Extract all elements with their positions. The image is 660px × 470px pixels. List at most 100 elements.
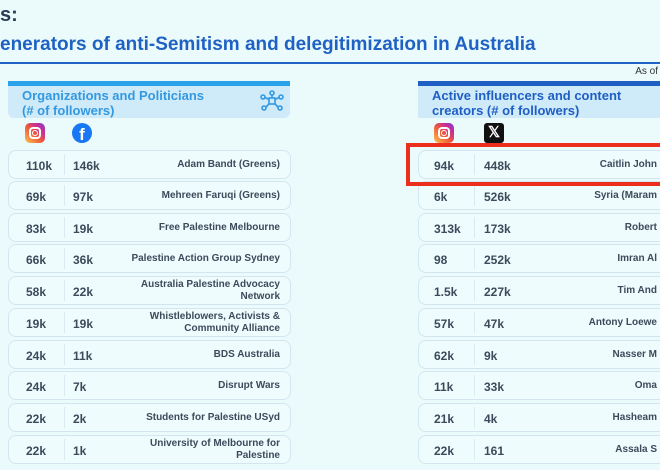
instagram-followers: 24k	[26, 380, 47, 394]
column-divider	[474, 248, 475, 269]
as-of-note: As of	[635, 66, 658, 77]
account-name: Whistleblowers, Activists & Community Al…	[149, 310, 280, 334]
facebook-followers: 19k	[73, 222, 94, 236]
influencer-row: 1.5k 227k Tim And	[418, 276, 660, 305]
account-name: Students for Palestine USyd	[146, 411, 280, 423]
influencer-row: 57k 47k Antony Loewe	[418, 308, 660, 337]
account-name: Tim And	[617, 284, 657, 296]
x-followers: 33k	[484, 380, 505, 394]
organization-row: 66k 36k Palestine Action Group Sydney	[8, 244, 291, 273]
column-divider	[64, 407, 65, 428]
column-divider	[64, 185, 65, 206]
account-name: Palestine Action Group Sydney	[131, 252, 280, 264]
facebook-followers: 11k	[73, 349, 93, 363]
account-name: Robert	[624, 221, 657, 233]
organization-row: 24k 11k BDS Australia	[8, 340, 291, 369]
instagram-followers: 94k	[434, 159, 455, 173]
organization-row: 19k 19k Whistleblowers, Activists & Commun…	[8, 308, 291, 337]
column-divider	[474, 407, 475, 428]
instagram-followers: 66k	[26, 253, 47, 267]
account-name: Syria (Maram	[594, 189, 657, 201]
organization-row: 22k 1k University of Melbourne for Palesti…	[8, 435, 291, 464]
column-divider	[474, 217, 475, 238]
organizations-title: Organizations and Politicians (# of follo…	[22, 88, 204, 118]
facebook-followers: 19k	[73, 317, 94, 331]
x-followers: 4k	[484, 412, 498, 426]
influencer-row: 98 252k Imran Al	[418, 244, 660, 273]
account-name: Australia Palestine Advocacy Network	[140, 278, 280, 302]
facebook-icon: f	[72, 123, 92, 143]
organizations-header: Organizations and Politicians (# of follo…	[8, 81, 290, 118]
column-divider	[64, 312, 65, 333]
column-divider	[64, 439, 65, 460]
column-divider	[474, 312, 475, 333]
account-name: Assala S	[615, 443, 657, 455]
column-divider	[64, 375, 65, 396]
x-icon: 𝕏	[484, 123, 504, 143]
facebook-followers: 7k	[73, 380, 87, 394]
influencer-row: 313k 173k Robert	[418, 213, 660, 242]
facebook-followers: 36k	[73, 253, 94, 267]
influencer-row: 62k 9k Nasser M	[418, 340, 660, 369]
organization-row: 69k 97k Mehreen Faruqi (Greens)	[8, 181, 291, 210]
influencers-title: Active influencers and content creators (…	[432, 88, 621, 118]
instagram-followers: 62k	[434, 349, 455, 363]
header-accent-bar	[418, 81, 660, 86]
column-divider	[474, 154, 475, 175]
column-divider	[474, 439, 475, 460]
title-line: Organizations and Politicians	[22, 88, 205, 103]
title-line: Active influencers and content	[432, 88, 622, 103]
column-divider	[474, 344, 475, 365]
instagram-followers: 11k	[434, 380, 454, 394]
column-divider	[474, 280, 475, 301]
instagram-followers: 22k	[26, 412, 47, 426]
account-name: Free Palestine Melbourne	[158, 221, 280, 233]
column-divider	[474, 375, 475, 396]
organization-row: 22k 2k Students for Palestine USyd	[8, 403, 291, 432]
instagram-followers: 6k	[434, 190, 448, 204]
account-name: Adam Bandt (Greens)	[177, 158, 280, 170]
instagram-followers: 98	[434, 253, 448, 267]
account-name: BDS Australia	[213, 348, 280, 360]
title-divider	[0, 62, 660, 64]
column-divider	[64, 217, 65, 238]
x-followers: 252k	[484, 253, 511, 267]
instagram-followers: 1.5k	[434, 285, 458, 299]
instagram-followers: 83k	[26, 222, 47, 236]
organization-row: 110k 146k Adam Bandt (Greens)	[8, 150, 291, 179]
x-followers: 47k	[484, 317, 505, 331]
instagram-followers: 58k	[26, 285, 47, 299]
instagram-followers: 313k	[434, 222, 461, 236]
x-followers: 227k	[484, 285, 511, 299]
organization-row: 24k 7k Disrupt Wars	[8, 371, 291, 400]
facebook-followers: 2k	[73, 412, 87, 426]
account-name: Disrupt Wars	[218, 379, 280, 391]
facebook-followers: 146k	[73, 159, 100, 173]
title-line: creators (# of followers)	[432, 103, 580, 118]
column-divider	[64, 344, 65, 365]
page-title: enerators of anti-Semitism and delegitim…	[0, 34, 536, 55]
instagram-followers: 22k	[26, 444, 47, 458]
column-divider	[64, 248, 65, 269]
x-followers: 526k	[484, 190, 511, 204]
account-name: University of Melbourne for Palestine	[149, 437, 280, 461]
instagram-followers: 19k	[26, 317, 47, 331]
column-divider	[474, 185, 475, 206]
instagram-followers: 57k	[434, 317, 455, 331]
account-name: Hasheam	[612, 411, 657, 423]
influencers-header: Active influencers and content creators (…	[418, 81, 660, 118]
x-followers: 9k	[484, 349, 498, 363]
influencer-row: 94k 448k Caitlin John	[418, 150, 660, 179]
instagram-followers: 69k	[26, 190, 47, 204]
instagram-followers: 24k	[26, 349, 47, 363]
column-divider	[64, 280, 65, 301]
facebook-followers: 22k	[73, 285, 94, 299]
network-icon	[260, 90, 284, 111]
account-name: Nasser M	[612, 348, 657, 360]
influencer-row: 11k 33k Oma	[418, 371, 660, 400]
x-followers: 448k	[484, 159, 511, 173]
organization-row: 83k 19k Free Palestine Melbourne	[8, 213, 291, 242]
account-name: Oma	[634, 379, 657, 391]
column-divider	[64, 154, 65, 175]
x-followers: 173k	[484, 222, 511, 236]
